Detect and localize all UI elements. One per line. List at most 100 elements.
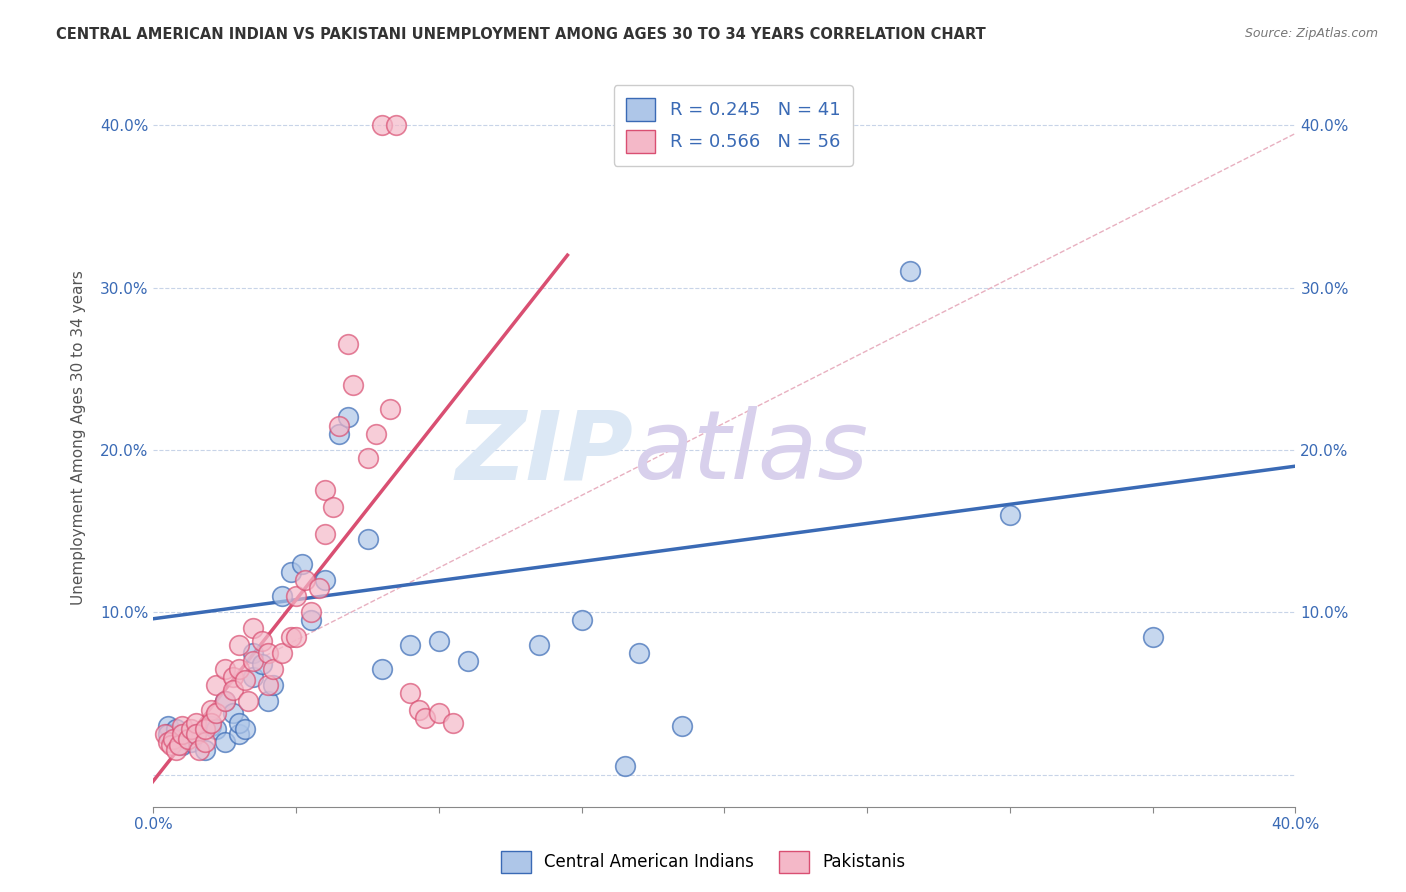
Point xyxy=(427,706,450,720)
Point xyxy=(167,739,190,753)
Text: atlas: atlas xyxy=(633,406,868,499)
Point xyxy=(180,722,202,736)
Point xyxy=(314,527,336,541)
Point xyxy=(322,500,344,514)
Point xyxy=(205,706,228,720)
Point xyxy=(170,727,193,741)
Point xyxy=(233,722,256,736)
Point xyxy=(898,264,921,278)
Point xyxy=(399,686,422,700)
Point xyxy=(408,703,430,717)
Point xyxy=(380,402,402,417)
Point xyxy=(356,450,378,465)
Point xyxy=(200,715,222,730)
Point xyxy=(271,646,294,660)
Point xyxy=(285,589,308,603)
Point xyxy=(399,638,422,652)
Text: CENTRAL AMERICAN INDIAN VS PAKISTANI UNEMPLOYMENT AMONG AGES 30 TO 34 YEARS CORR: CENTRAL AMERICAN INDIAN VS PAKISTANI UNE… xyxy=(56,27,986,42)
Point xyxy=(342,378,364,392)
Point xyxy=(228,638,250,652)
Point xyxy=(188,743,211,757)
Point xyxy=(280,630,302,644)
Point xyxy=(998,508,1021,522)
Point xyxy=(385,118,408,132)
Point xyxy=(242,654,264,668)
Point xyxy=(256,678,278,692)
Point xyxy=(294,573,316,587)
Point xyxy=(222,683,245,698)
Point xyxy=(314,483,336,498)
Point xyxy=(228,662,250,676)
Point xyxy=(194,722,217,736)
Point xyxy=(527,638,550,652)
Point xyxy=(256,694,278,708)
Point xyxy=(214,694,236,708)
Point xyxy=(336,410,359,425)
Point xyxy=(159,739,181,753)
Point xyxy=(328,418,350,433)
Point xyxy=(228,715,250,730)
Point xyxy=(186,727,208,741)
Point xyxy=(200,719,222,733)
Point xyxy=(299,613,322,627)
Point xyxy=(371,662,394,676)
Point xyxy=(336,337,359,351)
Point xyxy=(366,426,388,441)
Point xyxy=(233,673,256,688)
Point xyxy=(170,739,193,753)
Point xyxy=(180,735,202,749)
Point xyxy=(571,613,593,627)
Point xyxy=(262,662,284,676)
Point xyxy=(156,719,179,733)
Point xyxy=(256,646,278,660)
Point xyxy=(156,735,179,749)
Point xyxy=(627,646,650,660)
Point xyxy=(356,532,378,546)
Point xyxy=(214,662,236,676)
Point xyxy=(250,657,273,672)
Point xyxy=(170,719,193,733)
Point xyxy=(194,743,217,757)
Point xyxy=(153,727,176,741)
Point xyxy=(165,722,187,736)
Point xyxy=(236,694,259,708)
Point xyxy=(671,719,693,733)
Point xyxy=(271,589,294,603)
Point xyxy=(242,670,264,684)
Point xyxy=(613,759,636,773)
Text: ZIP: ZIP xyxy=(456,406,633,499)
Point xyxy=(242,622,264,636)
Point xyxy=(427,634,450,648)
Point xyxy=(299,605,322,619)
Point xyxy=(328,426,350,441)
Y-axis label: Unemployment Among Ages 30 to 34 years: Unemployment Among Ages 30 to 34 years xyxy=(72,270,86,605)
Point xyxy=(1142,630,1164,644)
Point xyxy=(156,727,179,741)
Point xyxy=(228,727,250,741)
Point xyxy=(186,715,208,730)
Legend: R = 0.245   N = 41, R = 0.566   N = 56: R = 0.245 N = 41, R = 0.566 N = 56 xyxy=(613,85,853,166)
Point xyxy=(214,694,236,708)
Point xyxy=(371,118,394,132)
Point xyxy=(222,706,245,720)
Point xyxy=(308,581,330,595)
Point xyxy=(242,646,264,660)
Point xyxy=(162,731,184,746)
Point xyxy=(165,743,187,757)
Point xyxy=(441,715,464,730)
Point xyxy=(177,731,200,746)
Legend: Central American Indians, Pakistanis: Central American Indians, Pakistanis xyxy=(494,845,912,880)
Point xyxy=(250,634,273,648)
Point xyxy=(200,703,222,717)
Point xyxy=(222,670,245,684)
Text: Source: ZipAtlas.com: Source: ZipAtlas.com xyxy=(1244,27,1378,40)
Point xyxy=(214,735,236,749)
Point xyxy=(413,711,436,725)
Point xyxy=(280,565,302,579)
Point xyxy=(186,727,208,741)
Point xyxy=(291,557,314,571)
Point xyxy=(314,573,336,587)
Point xyxy=(170,731,193,746)
Point xyxy=(194,735,217,749)
Point xyxy=(205,722,228,736)
